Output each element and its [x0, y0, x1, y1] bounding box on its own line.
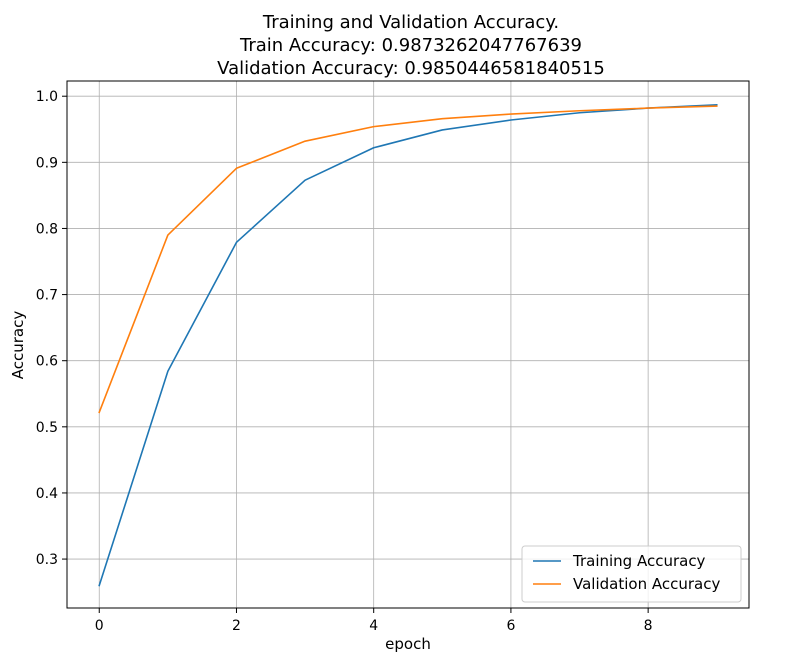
- legend-box: [521, 545, 742, 603]
- x-tick-label: 6: [506, 618, 515, 634]
- y-tick-label: 0.8: [36, 221, 58, 237]
- y-tick-label: 0.5: [36, 420, 58, 436]
- y-tick-label: 1.0: [36, 89, 58, 105]
- legend-label-validation: Validation Accuracy: [573, 575, 720, 593]
- chart-title-line-1: Training and Validation Accuracy.: [262, 12, 559, 33]
- y-axis-label: Accuracy: [9, 311, 27, 380]
- x-tick-label: 0: [95, 618, 104, 634]
- chart-title-line-2: Train Accuracy: 0.9873262047767639: [239, 35, 582, 56]
- chart-title-line-3: Validation Accuracy: 0.9850446581840515: [217, 58, 605, 79]
- y-tick-label: 0.3: [36, 552, 58, 568]
- legend: Training Accuracy Validation Accuracy: [521, 545, 742, 603]
- y-tick-label: 0.9: [36, 155, 58, 171]
- chart-title: Training and Validation Accuracy. Train …: [217, 12, 605, 79]
- legend-label-training: Training Accuracy: [572, 552, 706, 570]
- y-tick-label: 0.7: [36, 288, 58, 304]
- training-accuracy-line: [98, 103, 718, 587]
- axis-ticks: 0 2 4 6 8 0.3 0.4 0.5 0.6 0.7 0.8 0.9 1.0: [36, 89, 653, 634]
- grid-lines: [67, 81, 749, 608]
- series-lines: [98, 103, 718, 587]
- y-tick-label: 0.4: [36, 486, 58, 502]
- validation-accuracy-line: [98, 105, 718, 414]
- x-tick-label: 2: [232, 618, 241, 634]
- x-axis-label: epoch: [385, 635, 431, 653]
- plot-area-frame: [66, 80, 750, 609]
- x-tick-label: 4: [369, 618, 378, 634]
- y-tick-label: 0.6: [36, 354, 58, 370]
- x-tick-label: 8: [644, 618, 653, 634]
